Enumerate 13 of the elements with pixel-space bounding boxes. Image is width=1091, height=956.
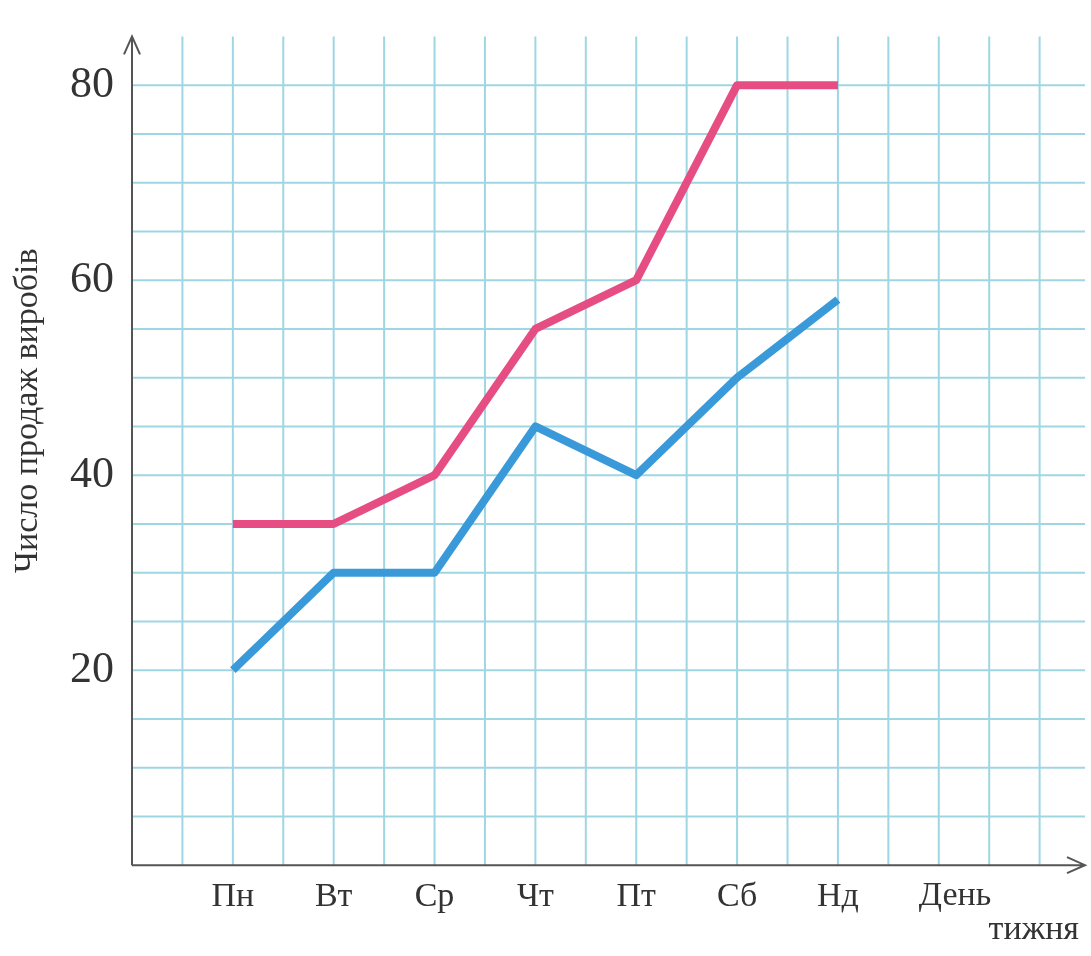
x-tick-label: Пн [211,875,255,913]
y-tick-label: 60 [70,252,114,302]
y-tick-label: 80 [70,57,114,107]
x-tick-label: Сб [716,875,758,913]
y-tick-label: 40 [70,447,114,497]
x-tick-label: Пт [616,875,657,913]
x-axis-title: День тижня [918,875,1080,947]
y-tick-label: 20 [70,642,114,692]
x-tick-label: Чт [516,875,554,913]
y-axis-title: Число продаж виробів [6,248,44,574]
x-tick-label: Ср [414,875,455,913]
x-tick-label: Вт [314,875,353,913]
x-tick-label: Нд [817,875,859,913]
